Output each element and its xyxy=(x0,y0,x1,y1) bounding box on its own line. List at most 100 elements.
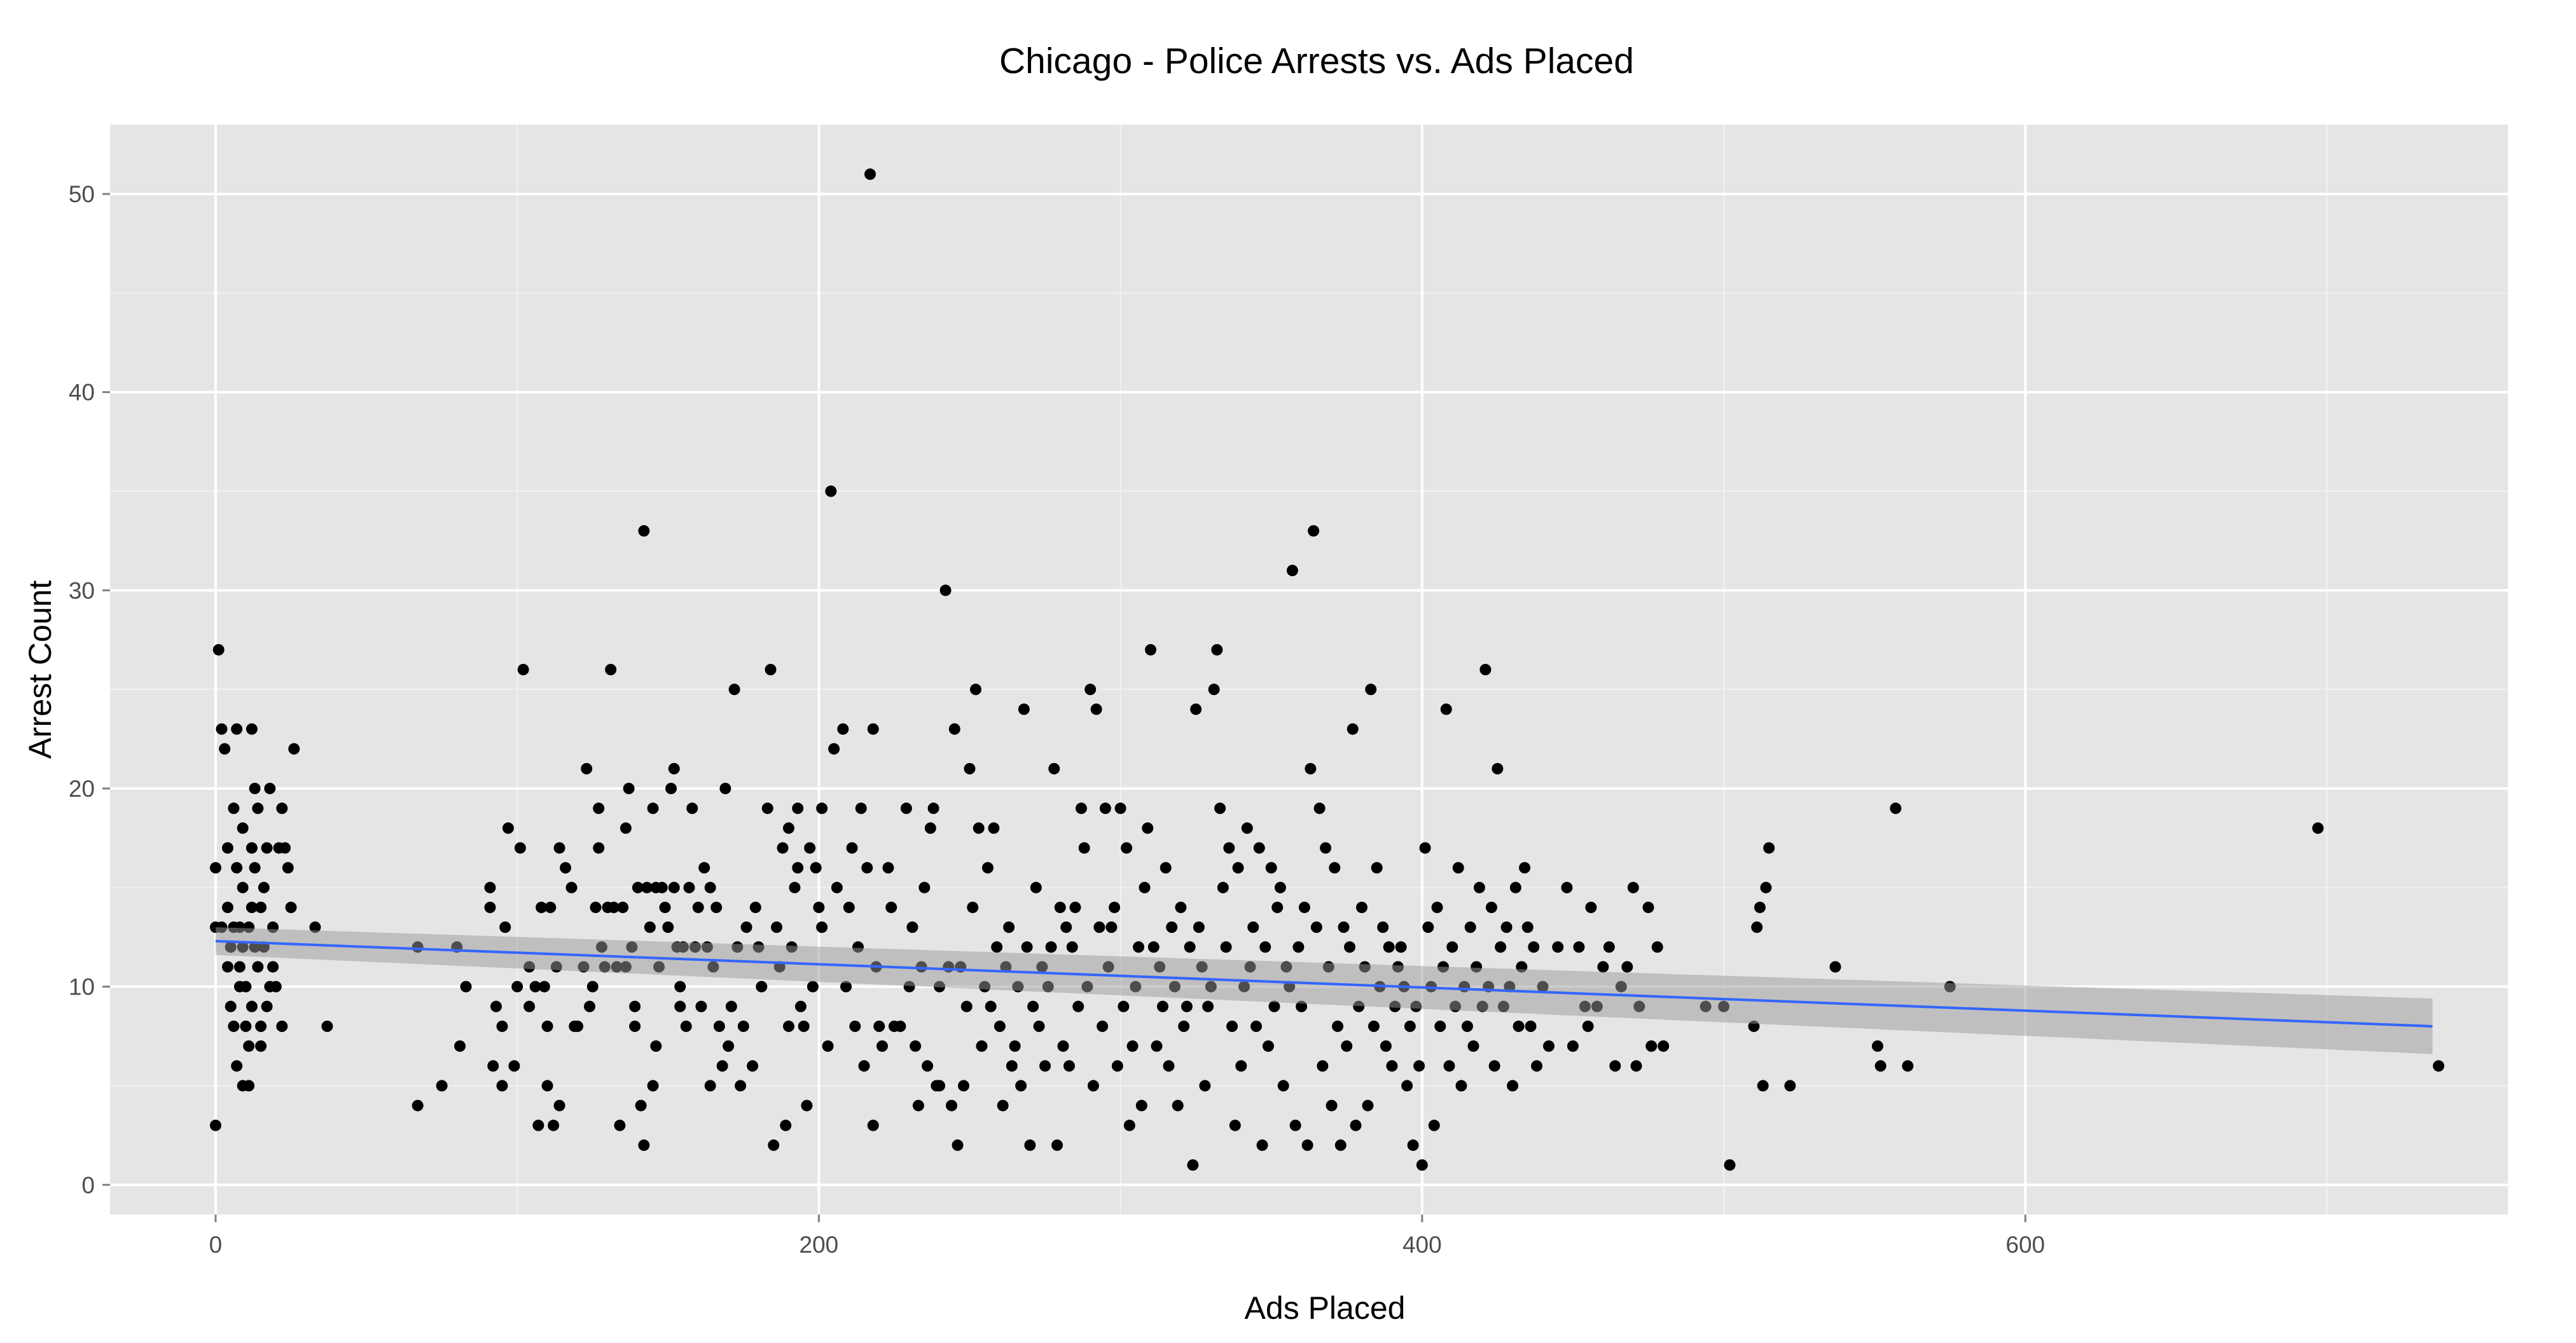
data-point xyxy=(885,901,897,913)
data-point xyxy=(647,1080,659,1092)
data-point xyxy=(692,901,704,913)
data-point xyxy=(1419,842,1431,854)
data-point xyxy=(565,881,578,893)
data-point xyxy=(1609,1060,1621,1072)
data-point xyxy=(536,901,548,913)
data-point xyxy=(1178,1020,1190,1032)
data-point xyxy=(1362,1099,1374,1112)
data-point xyxy=(1298,901,1310,913)
data-point xyxy=(1754,901,1766,913)
data-point xyxy=(1543,1040,1555,1052)
data-point xyxy=(593,802,605,815)
data-point xyxy=(864,168,876,180)
data-point xyxy=(985,1000,997,1012)
y-axis-title: Arrest Count xyxy=(22,581,58,759)
data-point xyxy=(1157,1000,1169,1012)
data-point xyxy=(1109,901,1121,913)
data-point xyxy=(2432,1060,2444,1072)
data-point xyxy=(514,842,526,854)
data-point xyxy=(665,782,677,794)
data-point xyxy=(1259,941,1271,953)
data-point xyxy=(1093,921,1105,933)
data-point xyxy=(629,1000,641,1012)
data-point xyxy=(1027,1000,1039,1012)
data-point xyxy=(1495,941,1507,953)
data-point xyxy=(1528,941,1540,953)
data-point xyxy=(249,782,261,794)
data-point xyxy=(1645,1040,1658,1052)
data-point xyxy=(1874,1060,1887,1072)
data-point xyxy=(782,1020,794,1032)
data-point xyxy=(1350,1119,1362,1131)
data-point xyxy=(1890,802,1902,815)
data-point xyxy=(1078,842,1090,854)
data-point xyxy=(1561,881,1573,893)
data-point xyxy=(725,1000,737,1012)
data-point xyxy=(1097,1020,1109,1032)
data-point xyxy=(1329,862,1341,874)
data-point xyxy=(1133,941,1145,953)
data-point xyxy=(861,862,873,874)
data-point xyxy=(586,981,599,993)
data-point xyxy=(710,901,723,913)
data-point xyxy=(804,842,816,854)
data-point xyxy=(1069,901,1081,913)
data-point xyxy=(1160,862,1172,874)
data-point xyxy=(1582,1020,1594,1032)
y-tick-label: 0 xyxy=(81,1172,95,1198)
data-point xyxy=(1048,762,1060,775)
data-point xyxy=(255,1020,267,1032)
data-point xyxy=(997,1099,1009,1112)
data-point xyxy=(484,881,496,893)
data-point xyxy=(1274,881,1286,893)
data-point xyxy=(1087,1080,1099,1092)
data-point xyxy=(704,881,716,893)
data-point xyxy=(647,802,659,815)
data-point xyxy=(674,981,686,993)
data-point xyxy=(1054,901,1066,913)
data-point xyxy=(1060,921,1072,933)
data-point xyxy=(656,881,668,893)
data-point xyxy=(1567,1040,1579,1052)
data-point xyxy=(1006,1060,1018,1072)
data-point xyxy=(1531,1060,1543,1072)
data-point xyxy=(1344,941,1356,953)
data-point xyxy=(668,762,680,775)
data-point xyxy=(617,901,629,913)
data-point xyxy=(683,881,695,893)
data-point xyxy=(523,1000,536,1012)
data-point xyxy=(1126,1040,1139,1052)
data-point xyxy=(1105,921,1118,933)
data-point xyxy=(1232,862,1244,874)
data-point xyxy=(1003,921,1015,933)
data-point xyxy=(212,644,225,656)
data-point xyxy=(792,802,804,815)
data-point xyxy=(1757,1080,1769,1092)
data-point xyxy=(1492,762,1504,775)
data-point xyxy=(1627,881,1639,893)
data-point xyxy=(1443,1060,1455,1072)
data-point xyxy=(825,485,837,497)
data-point xyxy=(1114,802,1126,815)
x-axis-title: Ads Placed xyxy=(1245,1290,1406,1326)
data-point xyxy=(1256,1139,1268,1151)
data-point xyxy=(946,1099,958,1112)
data-point xyxy=(882,862,894,874)
data-point xyxy=(623,782,635,794)
data-point xyxy=(674,1000,686,1012)
data-point xyxy=(629,1020,641,1032)
data-point xyxy=(695,1000,707,1012)
data-point xyxy=(662,921,674,933)
data-point xyxy=(1365,684,1377,696)
data-point xyxy=(508,1060,520,1072)
data-point xyxy=(988,822,1000,834)
x-axis-ticks: 0 200 400 600 xyxy=(209,1215,2045,1258)
data-point xyxy=(252,961,264,973)
data-point xyxy=(1045,941,1057,953)
data-point xyxy=(816,802,828,815)
x-tick-label: 600 xyxy=(2005,1232,2045,1258)
data-point xyxy=(822,1040,834,1052)
data-point xyxy=(1751,921,1763,933)
data-point xyxy=(1784,1080,1796,1092)
